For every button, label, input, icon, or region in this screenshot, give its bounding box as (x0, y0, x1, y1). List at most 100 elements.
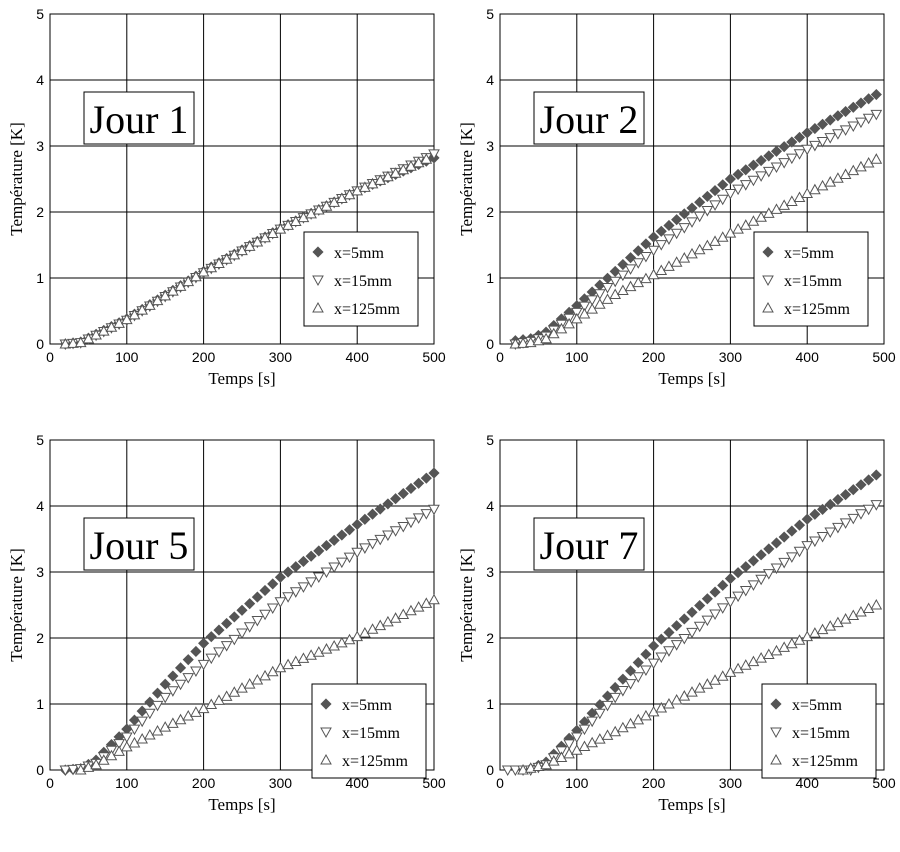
data-point (686, 627, 698, 639)
data-point (732, 662, 744, 674)
data-point (670, 228, 683, 240)
x-tick-label: 0 (46, 775, 54, 791)
data-point (762, 648, 775, 659)
data-point (351, 630, 364, 642)
data-point (509, 337, 522, 349)
panel-label-box (533, 91, 645, 145)
legend-label: x=5mm (784, 245, 834, 262)
data-point (839, 125, 852, 136)
y-tick-label: 5 (486, 432, 494, 448)
legend: x=5mm x=15mm x=125mm (303, 231, 419, 327)
data-point (801, 127, 813, 139)
data-point (862, 113, 875, 125)
y-tick-label: 0 (486, 336, 494, 352)
data-point (570, 307, 583, 319)
data-point (547, 755, 560, 766)
data-point (282, 566, 294, 578)
data-point (190, 706, 202, 717)
data-point (855, 509, 867, 520)
panel-label: Jour 5 (83, 517, 195, 571)
data-point (374, 503, 386, 515)
data-point (824, 133, 837, 144)
x-tick-label: 0 (496, 349, 504, 365)
data-point (351, 518, 363, 531)
data-point (120, 732, 133, 744)
data-point (259, 584, 271, 597)
data-point (282, 658, 294, 670)
data-point (793, 149, 806, 160)
data-point (855, 479, 867, 491)
data-point (793, 546, 806, 558)
data-point (397, 521, 410, 533)
data-point (839, 613, 852, 624)
chart-jour-2: 0 100 200 300 400 500 0 1 2 3 4 5 Temps [s] Températu… (457, 6, 896, 388)
data-point (770, 145, 783, 157)
x-tick-label: 200 (642, 775, 666, 791)
data-point (824, 620, 837, 631)
y-tick-label: 3 (36, 564, 44, 580)
data-point (862, 504, 875, 516)
data-point (343, 552, 356, 564)
x-tick-label: 0 (496, 775, 504, 791)
data-point (840, 105, 852, 118)
x-tick-label: 500 (422, 775, 446, 791)
data-point (709, 586, 721, 598)
data-point (701, 593, 713, 605)
data-point (717, 179, 729, 191)
y-tick-label: 0 (36, 762, 44, 778)
data-point (693, 211, 706, 223)
panel-label: Jour 2 (533, 91, 645, 145)
y-tick-label: 4 (486, 498, 494, 514)
legend-marker (312, 301, 324, 313)
x-tick-label: 100 (565, 775, 589, 791)
y-tick-label: 2 (486, 204, 494, 220)
data-point (305, 577, 317, 588)
data-point (174, 679, 187, 691)
data-point (428, 593, 440, 605)
data-point (366, 623, 379, 634)
data-point (359, 543, 371, 554)
data-point (686, 202, 698, 214)
data-point (251, 616, 264, 627)
data-point (351, 547, 364, 559)
legend: x=5mm x=15mm x=125mm (311, 683, 427, 779)
data-point (67, 337, 79, 348)
data-point (678, 208, 690, 220)
data-point (716, 603, 729, 614)
data-point (686, 606, 698, 618)
data-point (374, 619, 387, 631)
data-point (113, 739, 125, 750)
data-point (136, 716, 149, 728)
data-point (420, 509, 433, 520)
data-point (655, 225, 667, 237)
data-point (847, 484, 859, 496)
legend-marker (312, 246, 324, 258)
legend-label: x=125mm (792, 753, 858, 770)
data-point (609, 692, 622, 704)
legend-box (311, 683, 427, 779)
data-point (663, 219, 675, 232)
data-point (320, 643, 333, 654)
data-point (586, 295, 599, 306)
data-point (724, 597, 737, 608)
data-point (809, 140, 821, 152)
data-point (221, 617, 233, 630)
data-point (717, 579, 729, 591)
data-point (609, 265, 621, 277)
data-point (328, 534, 340, 546)
y-tick-label: 0 (486, 762, 494, 778)
data-point (739, 585, 752, 597)
data-point (593, 289, 606, 300)
legend-label: x=5mm (334, 245, 384, 262)
data-point (617, 673, 629, 685)
data-point (732, 168, 744, 180)
legend-marker (770, 698, 782, 710)
y-tick-label: 1 (36, 696, 44, 712)
data-point (198, 637, 210, 649)
data-point (755, 574, 767, 586)
data-point (793, 634, 806, 645)
legend: x=5mm x=15mm x=125mm (761, 683, 877, 779)
y-tick-label: 1 (36, 270, 44, 286)
data-point (374, 174, 387, 185)
data-point (143, 708, 156, 720)
